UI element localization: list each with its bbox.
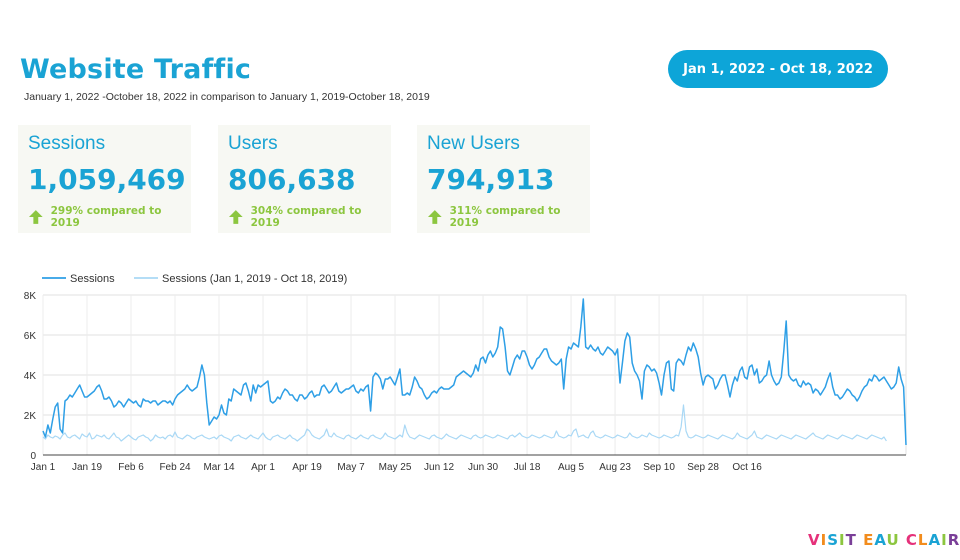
logo-letter: E <box>863 531 875 549</box>
logo-letter: V <box>808 531 821 549</box>
scorecard-sessions: Sessions 1,059,469 299% compared to 2019 <box>18 125 191 233</box>
x-tick-label: Jan 1 <box>31 462 56 473</box>
scorecard-label: New Users <box>427 133 520 154</box>
scorecard-label: Users <box>228 133 278 154</box>
x-tick-label: Aug 23 <box>599 462 631 473</box>
y-tick-label: 4K <box>24 371 37 382</box>
x-tick-label: Feb 24 <box>159 462 191 473</box>
logo-letter: T <box>845 531 857 549</box>
x-tick-label: May 25 <box>379 462 412 473</box>
visit-eau-claire-logo: VISIT EAU CLAIRE <box>808 531 960 549</box>
chart-series <box>42 298 907 446</box>
x-tick-label: Jan 19 <box>72 462 102 473</box>
y-tick-label: 6K <box>24 331 37 342</box>
y-tick-label: 2K <box>24 411 37 422</box>
logo-letter: U <box>886 531 900 549</box>
logo-letter: R <box>947 531 960 549</box>
x-tick-label: Jun 30 <box>468 462 498 473</box>
date-range-button[interactable]: Jan 1, 2022 - Oct 18, 2022 <box>668 50 888 88</box>
x-tick-label: Jul 18 <box>514 462 541 473</box>
arrow-up-icon <box>228 210 243 224</box>
scorecard-comparison: 299% compared to 2019 <box>28 205 191 229</box>
legend-label-sessions[interactable]: Sessions <box>70 273 115 285</box>
y-tick-label: 0 <box>30 451 36 462</box>
chart-grid <box>42 294 907 456</box>
chart-canvas: Sessions Sessions (Jan 1, 2019 - Oct 18,… <box>24 273 907 473</box>
series-line-sessions-2019 <box>42 404 887 442</box>
x-tick-label: May 7 <box>337 462 365 473</box>
x-tick-label: Feb 6 <box>118 462 144 473</box>
x-tick-label: Apr 1 <box>251 462 275 473</box>
scorecard-users: Users 806,638 304% compared to 2019 <box>218 125 391 233</box>
sessions-line-chart: Sessions Sessions (Jan 1, 2019 - Oct 18,… <box>0 262 960 482</box>
scorecard-value: 1,059,469 <box>28 163 186 196</box>
logo-letter: I <box>941 531 948 549</box>
x-tick-label: Jun 12 <box>424 462 454 473</box>
x-axis: Jan 1 Jan 19 Feb 6 Feb 24 Mar 14 Apr 1 Apr 19 M… <box>31 454 906 473</box>
y-tick-label: 8K <box>24 291 37 302</box>
comparison-text: 299% compared to 2019 <box>50 205 162 229</box>
logo-letter: S <box>827 531 840 549</box>
scorecard-value: 794,913 <box>427 163 555 196</box>
legend-label-sessions-2019[interactable]: Sessions (Jan 1, 2019 - Oct 18, 2019) <box>162 273 347 285</box>
scorecard-comparison: 311% compared to 2019 <box>427 205 590 229</box>
x-tick-label: Sep 28 <box>687 462 719 473</box>
scorecard-value: 806,638 <box>228 163 356 196</box>
comparison-text: 304% compared to 2019 <box>250 205 362 229</box>
y-axis: 0 2K 4K 6K 8K <box>24 291 37 462</box>
scorecard-comparison: 304% compared to 2019 <box>228 205 391 229</box>
page-subtitle: January 1, 2022 -October 18, 2022 in com… <box>24 91 430 103</box>
scorecard-new-users: New Users 794,913 311% compared to 2019 <box>417 125 590 233</box>
scorecard-label: Sessions <box>28 133 106 154</box>
arrow-up-icon <box>28 210 43 224</box>
x-tick-label: Sep 10 <box>643 462 675 473</box>
logo-letter: I <box>839 531 846 549</box>
x-tick-label: Apr 19 <box>292 462 322 473</box>
comparison-text: 311% compared to 2019 <box>449 205 561 229</box>
x-tick-label: Mar 14 <box>203 462 235 473</box>
logo-letter: L <box>917 531 929 549</box>
logo-letter: A <box>874 531 887 549</box>
series-line-sessions <box>42 298 907 446</box>
chart-legend[interactable]: Sessions Sessions (Jan 1, 2019 - Oct 18,… <box>42 273 347 285</box>
x-tick-label: Oct 16 <box>732 462 762 473</box>
arrow-up-icon <box>427 210 442 224</box>
logo-letter: C <box>905 531 918 549</box>
page-title: Website Traffic <box>20 54 252 85</box>
logo-letter: I <box>820 531 828 549</box>
x-tick-label: Aug 5 <box>558 462 585 473</box>
logo-letter: A <box>928 531 942 549</box>
